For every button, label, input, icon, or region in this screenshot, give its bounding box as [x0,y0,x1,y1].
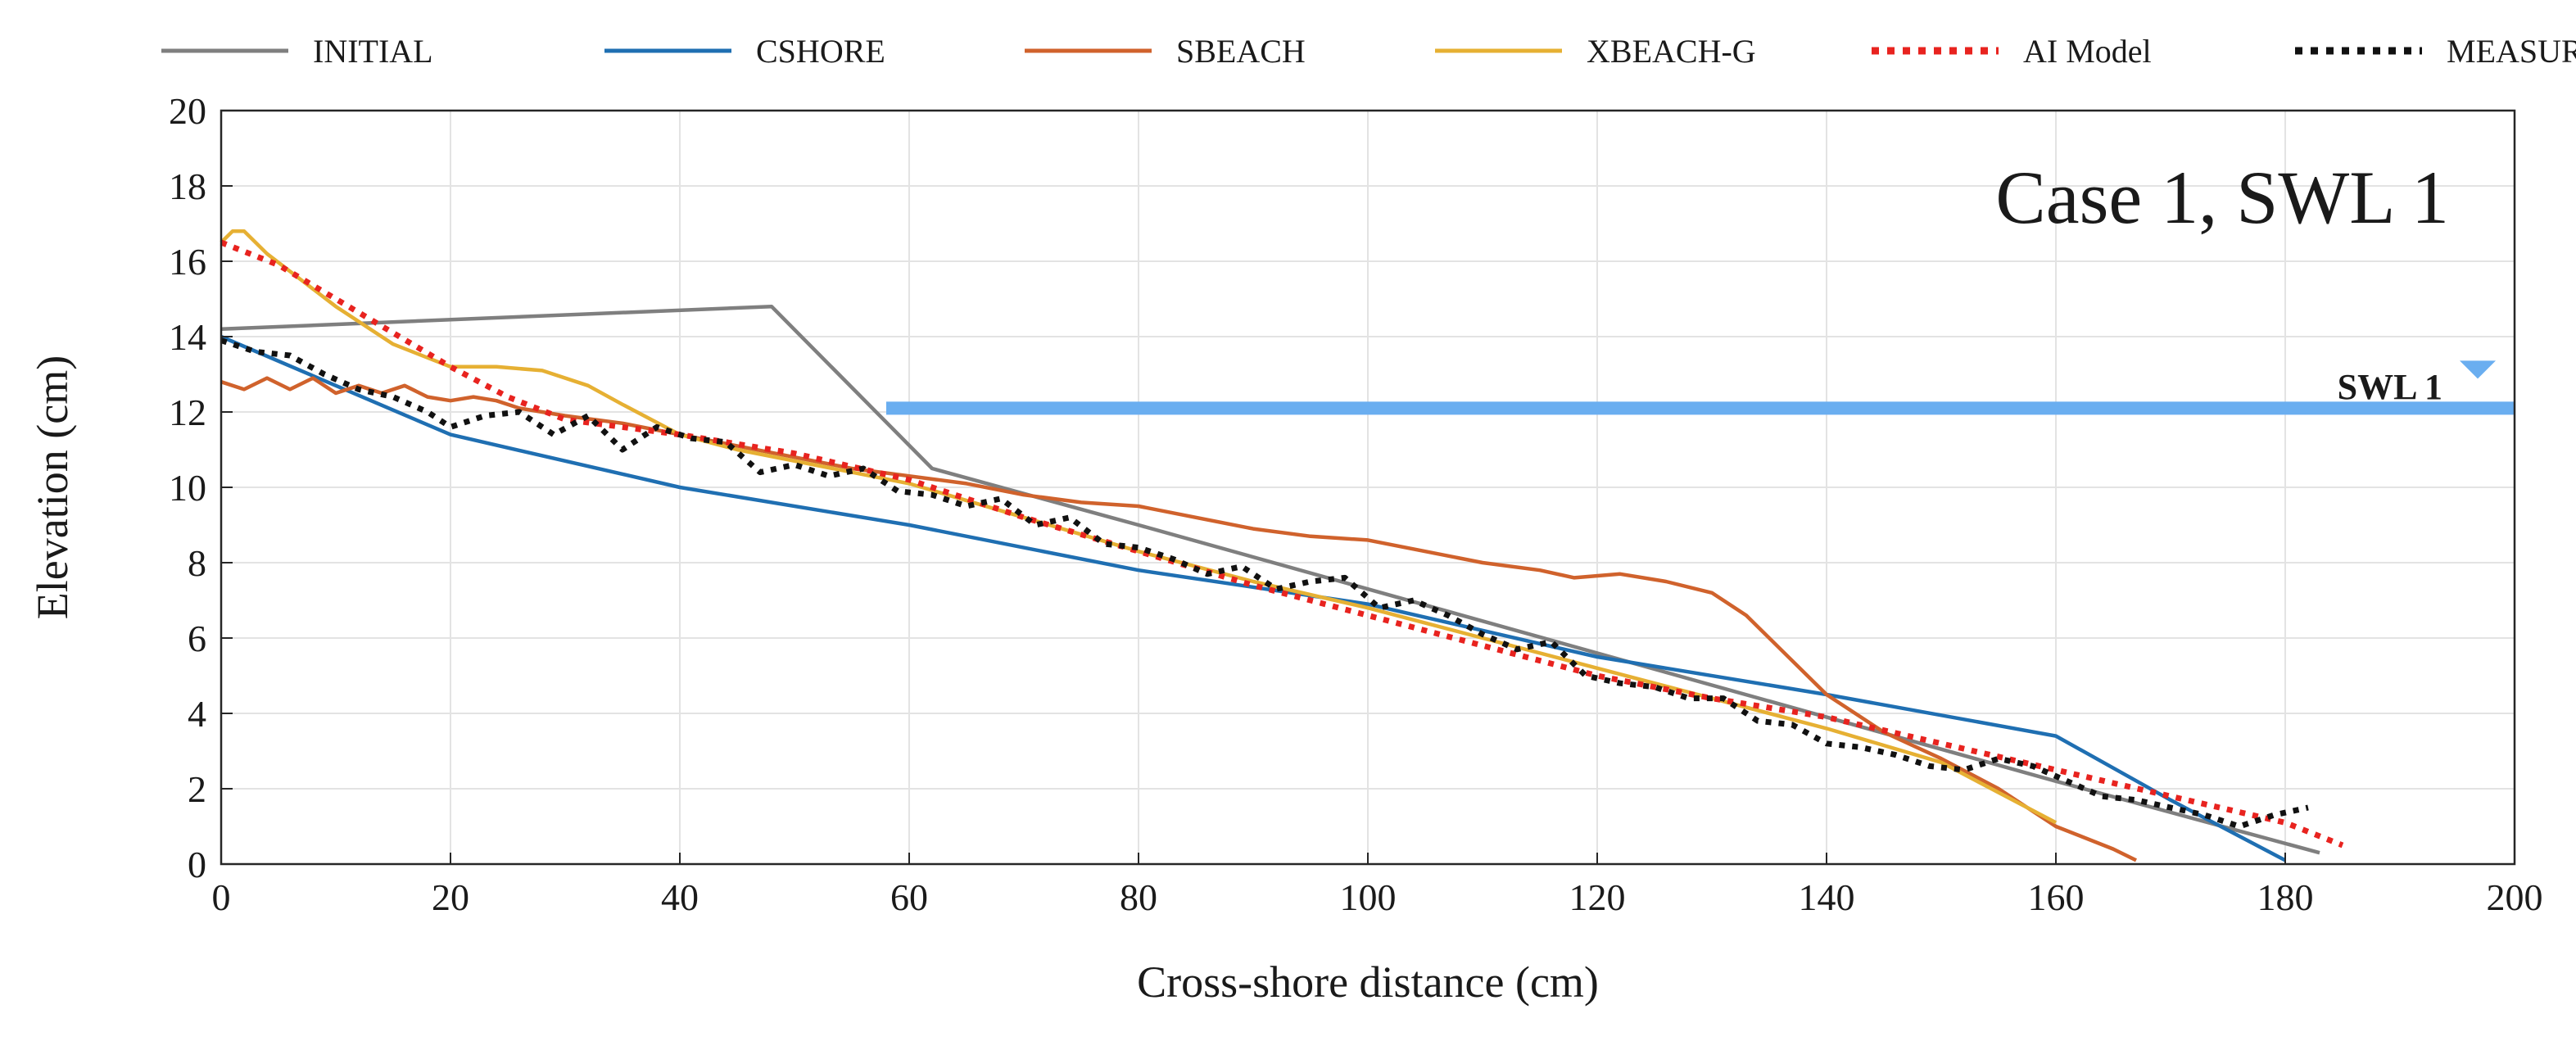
y-tick-label: 12 [169,392,206,433]
x-tick-label: 20 [432,876,469,918]
y-tick-label: 0 [188,844,206,885]
y-tick-label: 6 [188,618,206,659]
y-tick-label: 18 [169,165,206,207]
legend-label-ai-model: AI Model [2023,33,2152,70]
y-tick-label: 4 [188,693,206,735]
x-tick-label: 80 [1120,876,1157,918]
legend-label-sbeach: SBEACH [1176,33,1306,70]
x-tick-label: 40 [661,876,699,918]
legend: INITIAL CSHORE SBEACH XBEACH-G AI Model MEASU… [161,33,2576,70]
y-axis-title: Elevation (cm) [28,355,77,619]
x-tick-label: 60 [890,876,928,918]
tick-labels: 0 20 40 60 80 100 120 140 160 180 200 0 2 4 6 8 10 12 14 16… [169,90,2543,918]
y-tick-label: 10 [169,467,206,509]
x-tick-label: 200 [2487,876,2543,918]
x-tick-label: 100 [1340,876,1397,918]
series-ai-model [220,239,2344,849]
x-tick-label: 0 [212,876,231,918]
x-axis-title: Cross-shore distance (cm) [1137,957,1599,1007]
series-group [220,229,2344,862]
series-initial [220,304,2320,855]
swl-label: SWL 1 [2338,367,2442,407]
series-measured [220,337,2309,830]
x-tick-label: 180 [2257,876,2314,918]
y-tick-label: 20 [169,90,206,132]
series-sbeach [220,376,2137,862]
legend-label-cshore: CSHORE [756,33,885,70]
x-tick-label: 140 [1799,876,1855,918]
legend-label-xbeach-g: XBEACH-G [1587,33,1756,70]
y-tick-label: 14 [169,316,206,358]
legend-label-measured: MEASURED [2447,33,2576,70]
x-tick-label: 160 [2028,876,2085,918]
series-cshore [220,334,2287,862]
swl-marker-icon [2460,360,2496,379]
y-tick-label: 2 [188,768,206,810]
series-xbeach-g [220,229,2058,825]
y-tick-label: 8 [188,542,206,584]
case-annotation: Case 1, SWL 1 [1995,156,2449,239]
swl-group: SWL 1 [886,360,2515,415]
y-tick-label: 16 [169,241,206,283]
x-tick-label: 120 [1569,876,1626,918]
legend-label-initial: INITIAL [313,33,433,70]
